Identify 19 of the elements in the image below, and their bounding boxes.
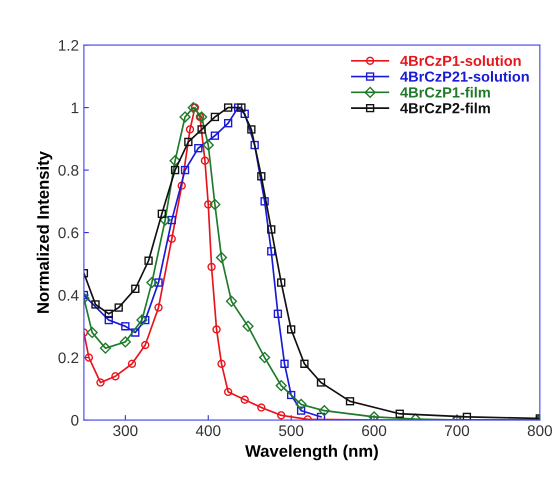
y-tick-label: 0 bbox=[71, 414, 78, 426]
y-tick-label: 1 bbox=[72, 102, 78, 114]
x-tick-label: 700 bbox=[444, 425, 470, 436]
y-axis-title: Normalized Intensity bbox=[36, 151, 52, 313]
legend-label: 4BrCzP2-film bbox=[400, 102, 490, 114]
x-tick-label: 500 bbox=[279, 425, 304, 436]
legend-label: 4BrCzP1-film bbox=[400, 86, 490, 98]
y-tick-label: 1.2 bbox=[58, 40, 78, 51]
legend-label: 4BrCzP1-solution bbox=[400, 55, 521, 66]
x-tick-label: 300 bbox=[113, 425, 138, 436]
legend-label: 4BrCzP21-solution bbox=[400, 71, 529, 82]
y-tick-label: 0.6 bbox=[58, 227, 78, 238]
x-tick-label: 800 bbox=[528, 425, 552, 436]
y-tick-label: 0.8 bbox=[58, 164, 78, 176]
x-axis-title: Wavelength (nm) bbox=[245, 444, 378, 460]
x-tick-label: 400 bbox=[196, 425, 220, 436]
y-tick-label: 0.2 bbox=[58, 352, 78, 364]
x-tick-label: 600 bbox=[362, 425, 386, 436]
y-tick-label: 0.4 bbox=[58, 290, 79, 301]
